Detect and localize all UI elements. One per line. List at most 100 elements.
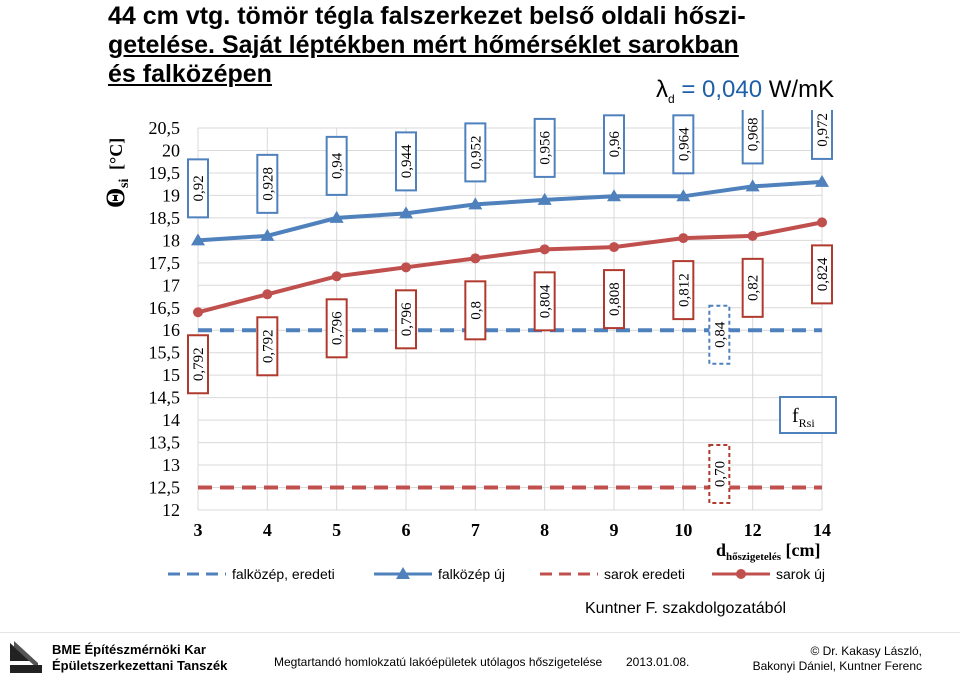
annotation-sarok-uj: 0,808 [607,282,623,316]
y-tick-label: 16 [162,320,180,340]
legend-label: falközép új [438,566,505,582]
y-tick-label: 17 [162,275,180,295]
y-tick-label: 20 [162,140,180,160]
x-tick-label: 3 [194,520,203,540]
footer-bar: BME Építészmérnöki Kar Épületszerkezetta… [0,632,960,681]
x-tick-labels: 3 4 5 6 7 8 9 10 12 14 [194,520,832,540]
annotation-falkozep-uj-box [256,153,279,214]
annotation-sarok-uj-box [811,244,833,305]
annotation-sarok-eredeti-box [708,444,731,505]
x-axis-title: dhőszigetelés [cm] [716,540,820,563]
annotation-falkozep-uj: 0,952 [468,136,484,170]
data-point-triangle [537,192,552,205]
org-line-1: BME Építészmérnöki Kar [52,642,206,657]
data-point-triangle [607,189,621,202]
author-line-1: © Dr. Kakasy László, [810,644,922,658]
chart-grid [197,127,823,511]
annotation-sarok-uj: 0,812 [676,273,692,307]
y-axis-title-symbol: Θ [101,188,130,208]
y-tick-label: 15,5 [149,343,181,363]
data-point-circle [401,262,411,273]
x-tick-label: 8 [540,520,549,540]
organization-name: BME Építészmérnöki Kar Épületszerkezetta… [52,642,227,674]
data-point-circle [817,217,827,228]
annotation-sarok-uj-box [603,269,625,330]
legend-marker-triangle [396,567,410,579]
legend-label: falközép, eredeti [232,566,335,582]
x-tick-label: 12 [744,520,762,540]
data-point-triangle [191,233,205,246]
data-point-circle [747,230,758,241]
data-point-circle [678,233,689,244]
data-point-circle [193,307,203,318]
annotation-falkozep-uj: 0,92 [191,175,207,201]
value-annotations: 0,92 0,928 0,94 0,944 0,952 0,956 0,96 0,964 0,9… [187,110,833,505]
lambda-symbol: λ [656,76,668,103]
annotation-falkozep-uj: 0,928 [260,167,276,201]
footer-authors: © Dr. Kakasy László, Bakonyi Dániel, Kun… [753,644,922,674]
annotation-falkozep-uj-box [187,158,209,219]
data-point-circle [262,289,273,300]
title-line-1: 44 cm vtg. tömör tégla falszerkezet bels… [108,2,746,30]
y-tick-label: 16,5 [149,298,181,318]
y-tick-label: 15 [162,365,180,385]
x-axis-title-unit: [cm] [781,540,820,560]
annotation-falkozep-uj: 0,956 [538,131,554,165]
annotation-falkozep-uj: 0,944 [399,144,415,178]
y-tick-label: 18 [162,230,180,250]
source-credit: Kuntner F. szakdolgozatából [585,600,787,617]
annotation-sarok-uj-box [187,334,209,395]
footer-date: 2013.01.08. [626,655,690,669]
data-point-triangle [399,206,413,219]
annotation-falkozep-uj: 0,972 [815,113,831,147]
chart-legend: falközép, eredeti falközép új sarok eredet… [168,566,825,582]
data-point-circle [539,244,550,255]
y-tick-label: 19,5 [149,163,181,183]
annotation-sarok-uj-box [256,316,279,377]
data-point-circle [470,253,481,264]
data-point-circle [609,242,619,253]
annotation-sarok-uj-box [325,298,348,359]
annotation-sarok-uj-box [395,289,417,350]
annotation-sarok-eredeti: 0,70 [712,461,728,487]
legend-marker-circle [736,569,746,579]
annotation-falkozep-uj: 0,94 [330,152,346,179]
y-tick-label: 13 [162,455,180,475]
data-point-triangle [260,228,275,241]
y-tick-label: 14,5 [149,388,181,408]
annotation-falkozep-uj: 0,96 [607,131,623,158]
data-point-triangle [676,189,691,202]
y-tick-label: 20,5 [149,118,181,138]
data-point-triangle [329,210,344,223]
y-axis-title: Θ si [°C] [101,138,132,208]
annotation-sarok-uj-box [672,260,695,321]
annotation-falkozep-uj-box [395,131,417,192]
title-line-2: getelése. Saját léptékben mért hőmérsékl… [108,31,739,59]
frsi-label: fRsi [779,396,837,434]
annotation-sarok-uj-box [533,271,556,332]
annotation-sarok-uj: 0,804 [538,284,554,318]
annotation-sarok-uj-box [464,280,487,341]
annotation-sarok-uj-box [741,257,764,318]
y-axis-title-sub: si [117,179,132,188]
x-tick-label: 7 [471,520,480,540]
annotation-falkozep-uj-box [672,114,695,175]
series-line [197,179,823,243]
annotation-sarok-uj: 0,792 [260,329,276,363]
lambda-number: = 0,040 [674,76,763,103]
lambda-subscript: d [668,91,675,106]
data-point-triangle [815,174,829,187]
data-point-circle [331,271,342,282]
bme-logo-icon [10,641,42,673]
annotation-sarok-uj: 0,792 [191,347,207,381]
x-axis-title-main: d [716,540,726,560]
annotation-falkozep-uj-box [464,122,487,183]
series-line [197,220,823,315]
annotation-falkozep-uj-box [603,114,625,175]
annotation-falkozep-uj: 0,968 [746,118,762,152]
frsi-sub: Rsi [799,416,816,430]
annotation-falkozep-uj-box [741,110,764,165]
annotation-falkozep-uj-box [811,110,833,160]
annotation-sarok-uj: 0,8 [468,301,484,320]
title-line-3: és falközépen [108,60,272,88]
